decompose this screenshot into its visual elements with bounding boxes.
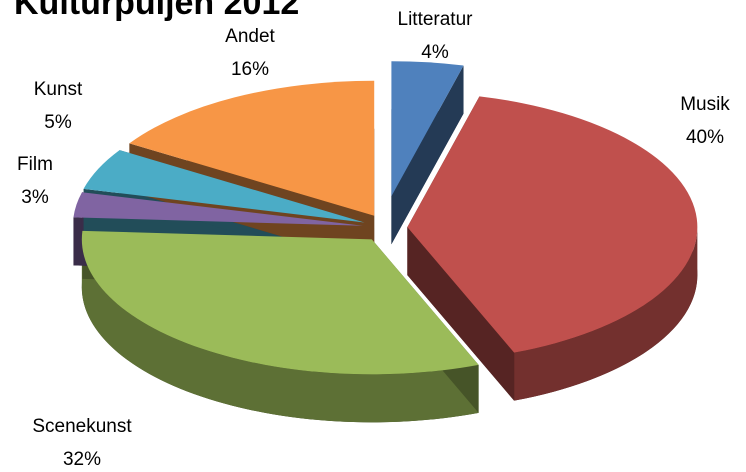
category-label: Scenekunst xyxy=(32,416,132,437)
slice xyxy=(391,61,464,197)
slice xyxy=(129,80,375,216)
slice xyxy=(81,230,479,375)
value-label: 4% xyxy=(421,42,449,63)
category-label: Musik xyxy=(680,94,730,115)
chart-title: Kulturpuljen 2012 xyxy=(14,0,299,22)
value-label: 16% xyxy=(231,59,269,80)
pie-tops xyxy=(73,61,698,375)
value-label: 32% xyxy=(63,449,101,470)
slice xyxy=(407,96,698,353)
value-label: 5% xyxy=(44,112,72,133)
category-label: Kunst xyxy=(34,79,83,100)
slice-side xyxy=(81,239,479,423)
labels: Litteratur 4% Musik 40% Scenekunst 32% Film 3% K… xyxy=(17,9,730,470)
slice-wall xyxy=(391,65,464,245)
category-label: Film xyxy=(17,154,53,175)
value-label: 3% xyxy=(21,187,49,208)
slice-wall xyxy=(407,227,515,401)
category-label: Andet xyxy=(225,26,275,47)
value-label: 40% xyxy=(686,127,724,148)
slice xyxy=(73,192,363,226)
slice-side xyxy=(514,227,698,401)
slice xyxy=(83,150,365,223)
category-label: Litteratur xyxy=(398,9,474,30)
